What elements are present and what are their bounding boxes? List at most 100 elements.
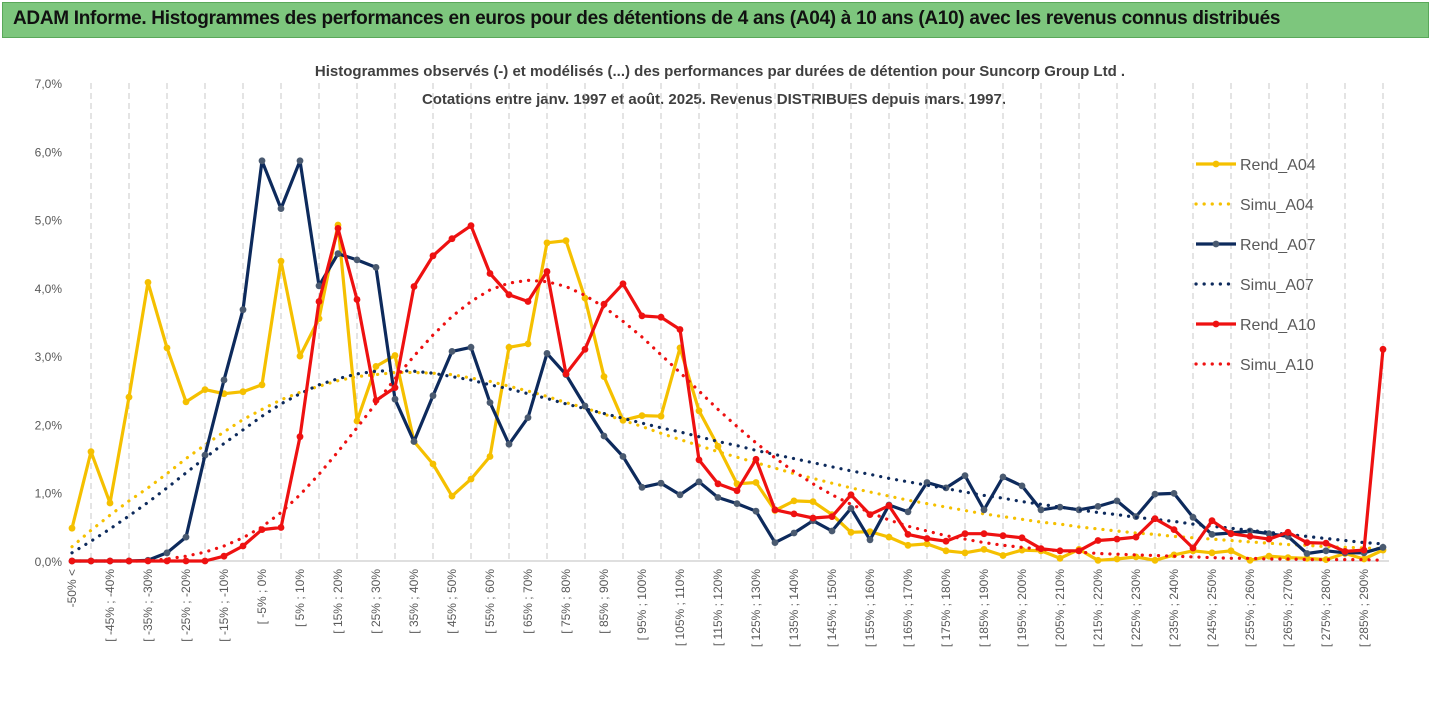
y-tick-label: 3,0%: [35, 350, 63, 364]
data-point-rend-a07: [999, 473, 1007, 481]
x-tick-label: [ 45% ; 50%: [445, 569, 459, 634]
data-point-rend-a04: [1056, 554, 1064, 562]
series-line-simu-a07: [70, 368, 1385, 555]
data-point-rend-a07: [334, 250, 342, 258]
x-tick-label: [ 285% ; 290%: [1357, 569, 1371, 647]
data-point-rend-a10: [1170, 526, 1178, 533]
data-point-rend-a04: [961, 549, 969, 557]
x-tick-label: [ 165% ; 170%: [901, 569, 915, 647]
data-point-rend-a04: [296, 352, 304, 360]
x-tick-label: [ -25% ; -20%: [179, 569, 193, 642]
data-point-rend-a07: [676, 491, 684, 499]
data-point-rend-a07: [714, 494, 722, 501]
data-point-rend-a04: [581, 294, 589, 302]
data-point-rend-a10: [1151, 515, 1159, 523]
data-point-rend-a10: [999, 532, 1007, 540]
data-point-rend-a07: [657, 479, 665, 487]
chart-area: Histogrammes observés (-) et modélisés (…: [0, 40, 1431, 719]
x-tick-label: [ 5% ; 10%: [293, 569, 307, 627]
data-point-rend-a07: [1208, 531, 1216, 538]
data-point-rend-a10: [904, 531, 912, 538]
data-point-rend-a10: [467, 222, 475, 230]
series-line-rend-a04: [70, 223, 1384, 562]
data-point-rend-a10: [201, 557, 209, 565]
data-point-rend-a04: [486, 453, 494, 460]
data-point-rend-a04: [1113, 555, 1121, 563]
data-point-rend-a07: [771, 539, 779, 546]
data-point-rend-a07: [961, 472, 969, 479]
data-point-rend-a10: [581, 345, 589, 353]
data-point-rend-a04: [353, 417, 361, 425]
chart-title-line1: Histogrammes observés (-) et modélisés (…: [315, 63, 1125, 80]
x-tick-label: [ 205% ; 210%: [1053, 569, 1067, 647]
data-point-rend-a04: [790, 497, 798, 505]
data-point-rend-a07: [448, 348, 456, 355]
data-point-rend-a07: [429, 392, 437, 400]
data-point-rend-a07: [733, 500, 741, 507]
data-point-rend-a10: [1037, 545, 1045, 553]
data-point-rend-a04: [277, 257, 285, 265]
y-tick-label: 1,0%: [35, 487, 63, 501]
data-point-rend-a10: [695, 456, 703, 464]
legend-label-simu-a04: Simu_A04: [1240, 197, 1314, 214]
x-tick-label: [ 75% ; 80%: [559, 569, 573, 634]
data-point-rend-a04: [1208, 549, 1216, 557]
data-point-rend-a10: [87, 557, 95, 565]
data-point-rend-a04: [505, 343, 513, 351]
data-point-rend-a10: [733, 487, 741, 495]
data-point-rend-a07: [619, 453, 627, 460]
data-point-rend-a07: [391, 395, 399, 403]
x-tick-label: [ 125% ; 130%: [749, 569, 763, 647]
data-point-rend-a07: [467, 343, 475, 351]
data-point-rend-a10: [600, 300, 608, 308]
data-point-rend-a10: [1360, 546, 1368, 554]
x-tick-label: [ -15% ; -10%: [217, 569, 231, 642]
legend: Rend_A04 Simu_A04 Rend_A07 Simu_A07 Rend_A10…: [1194, 157, 1316, 374]
y-tick-label: 6,0%: [35, 145, 63, 159]
data-point-rend-a04: [372, 363, 380, 370]
data-point-rend-a10: [714, 480, 722, 488]
data-point-rend-a10: [1132, 533, 1140, 541]
data-point-rend-a07: [353, 256, 361, 264]
data-point-rend-a04: [201, 386, 209, 393]
y-tick-label: 4,0%: [35, 282, 63, 296]
data-point-rend-a07: [201, 451, 209, 459]
y-tick-label: 5,0%: [35, 214, 63, 228]
data-point-rend-a07: [543, 350, 551, 357]
y-tick-label: 2,0%: [35, 418, 63, 432]
data-point-rend-a07: [1303, 550, 1311, 557]
data-point-rend-a07: [486, 399, 494, 406]
x-tick-label: [ 35% ; 40%: [407, 569, 421, 634]
data-point-rend-a04: [638, 412, 646, 419]
performance-histogram-chart: Histogrammes observés (-) et modélisés (…: [35, 63, 1389, 647]
data-point-rend-a07: [1113, 497, 1121, 505]
data-point-rend-a07: [1189, 513, 1197, 521]
data-point-rend-a10: [410, 283, 418, 290]
data-point-rend-a07: [1037, 506, 1045, 514]
data-point-rend-a10: [942, 537, 950, 545]
data-point-rend-a07: [1056, 503, 1064, 511]
legend-label-rend-a10: Rend_A10: [1240, 317, 1316, 334]
data-point-rend-a07: [828, 527, 836, 535]
data-point-rend-a04: [980, 546, 988, 553]
legend-label-rend-a07: Rend_A07: [1240, 237, 1316, 254]
axes: 0,0% 1,0% 2,0% 3,0% 4,0% 5,0% 6,0% 7,0% -50% < [ …: [35, 77, 1389, 647]
data-point-rend-a10: [391, 384, 399, 391]
x-tick-label: [ 215% ; 220%: [1091, 569, 1105, 647]
data-point-rend-a07: [182, 533, 190, 541]
series-lines: [68, 157, 1387, 565]
data-point-rend-a10: [144, 557, 152, 565]
data-point-rend-a10: [562, 370, 570, 378]
x-tick-label: [ 95% ; 100%: [635, 569, 649, 641]
series-line-rend-a10: [72, 224, 1385, 563]
data-point-rend-a10: [1094, 537, 1102, 544]
data-point-rend-a04: [429, 460, 437, 468]
data-point-rend-a10: [923, 535, 931, 542]
data-point-rend-a07: [277, 205, 285, 213]
x-tick-label: [ -35% ; -30%: [141, 569, 155, 642]
data-point-rend-a04: [163, 344, 171, 352]
y-tick-label: 7,0%: [35, 77, 63, 91]
data-point-rend-a10: [847, 491, 855, 499]
data-point-rend-a07: [790, 529, 798, 537]
x-tick-label: [ 25% ; 30%: [369, 569, 383, 634]
